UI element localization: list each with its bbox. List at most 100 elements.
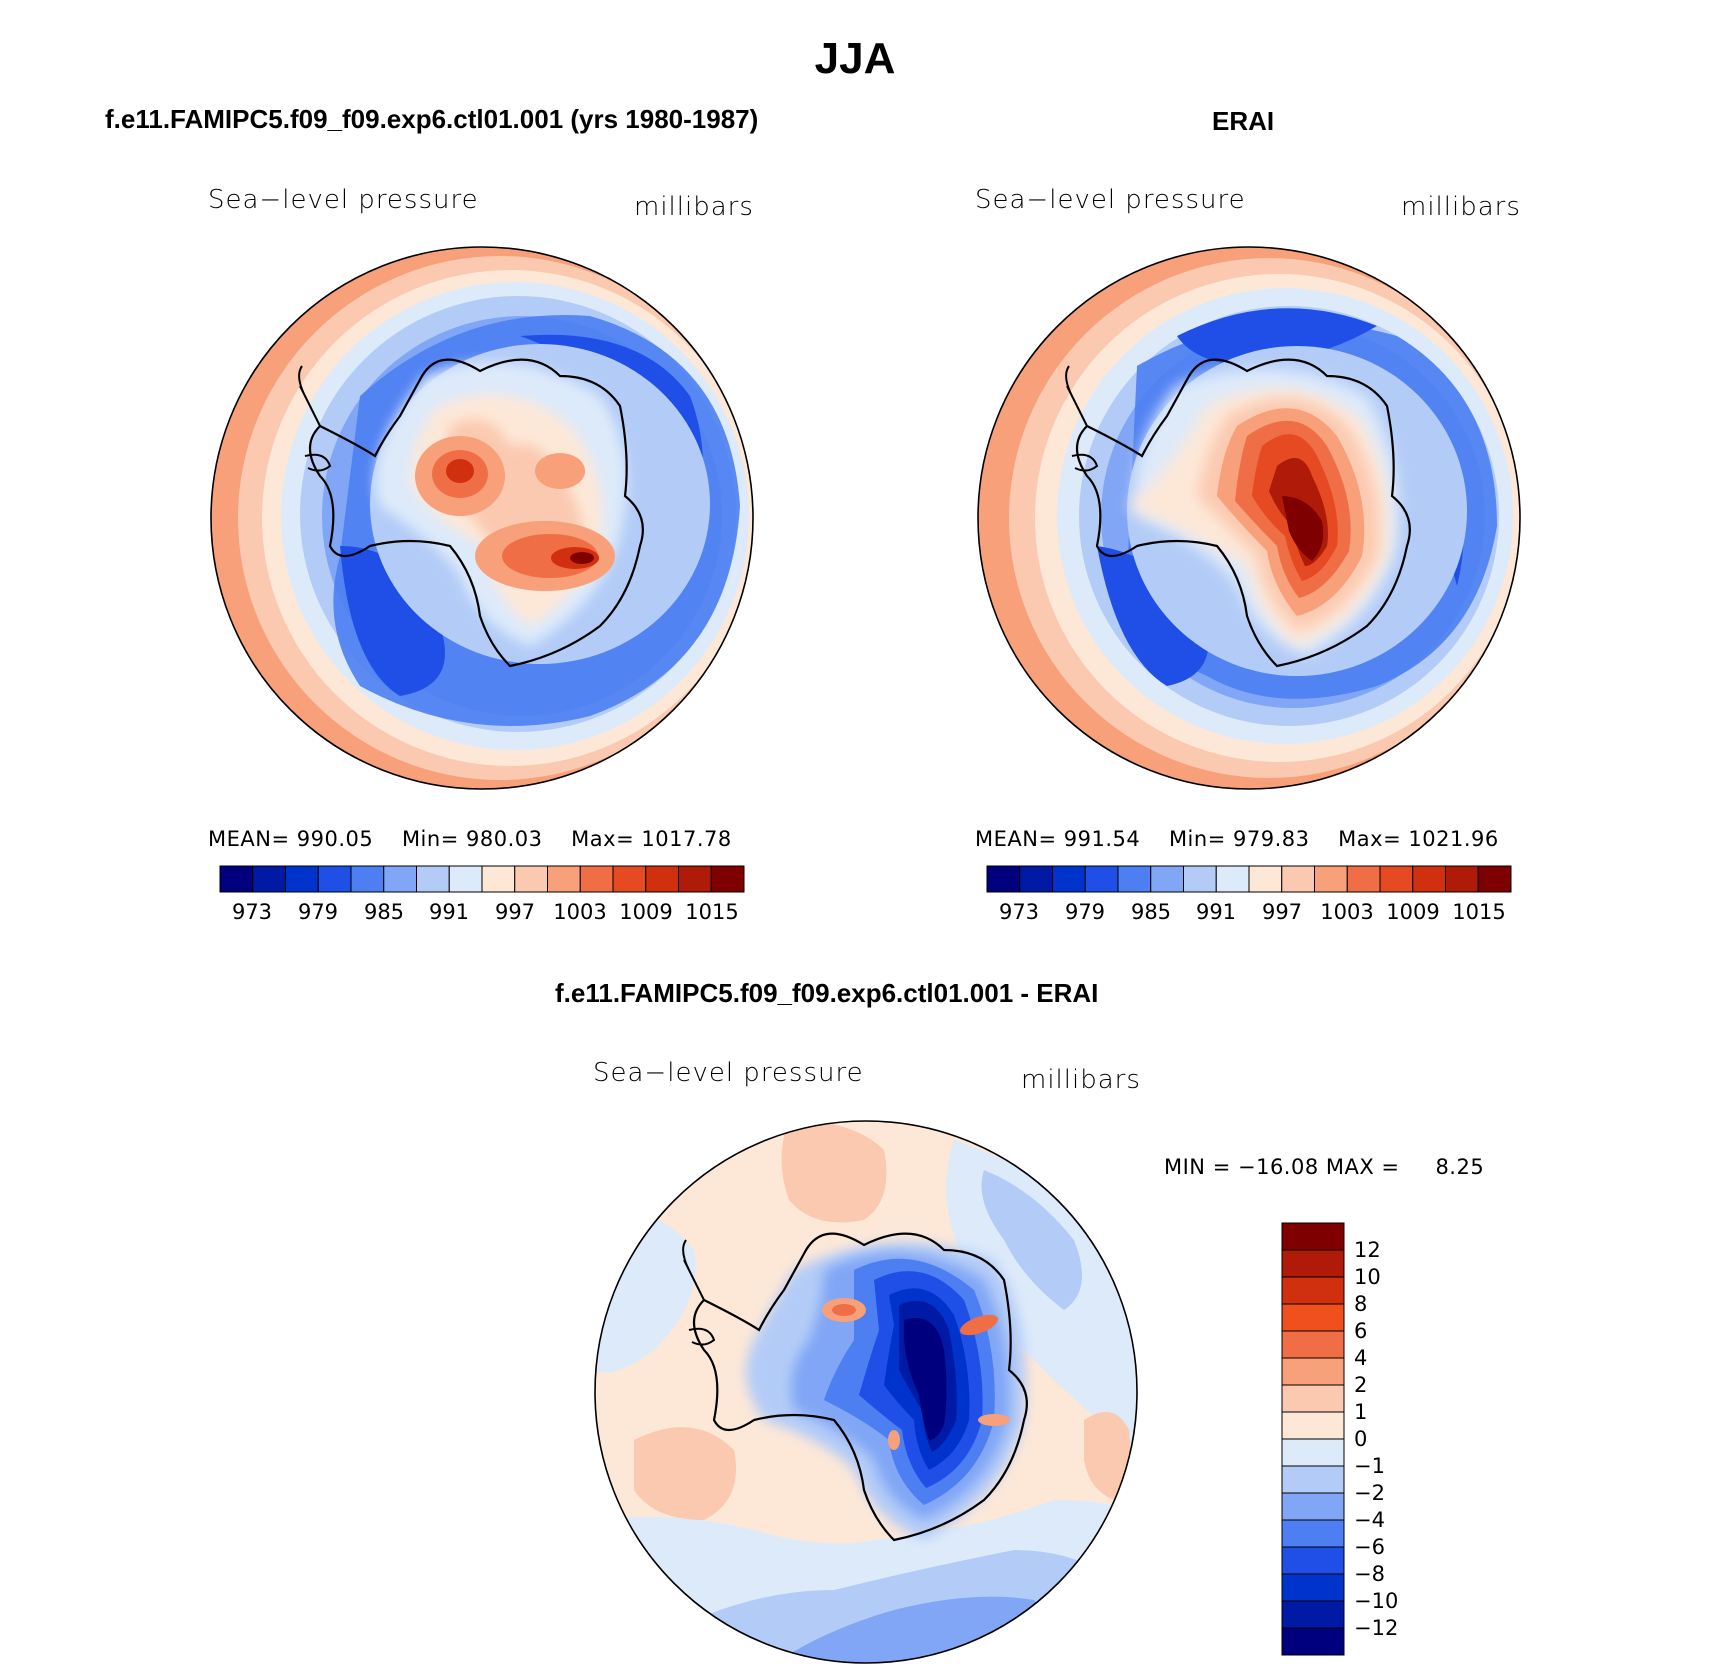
colorbar-swatch	[1248, 865, 1283, 893]
diff-max-label: MAX =	[1325, 1155, 1400, 1179]
model-colorbar	[219, 865, 745, 893]
model-max-value: 1017.78	[641, 827, 732, 851]
diff-min-label: MIN =	[1164, 1155, 1231, 1179]
diff-tick-label: −4	[1354, 1508, 1385, 1532]
diff-colorbar-ticks: 12 10 8 6 4 2 1 0 −1 −2 −4 −6 −8 −10 −12	[1354, 1223, 1434, 1655]
obs-mean-label: MEAN=	[975, 827, 1057, 851]
colorbar-swatch	[383, 865, 417, 893]
colorbar-swatch	[1314, 865, 1348, 893]
colorbar-swatch	[1281, 865, 1315, 893]
obs-max-label: Max=	[1338, 827, 1402, 851]
colorbar-swatch	[1281, 1357, 1345, 1386]
model-polar-map	[210, 246, 754, 790]
colorbar-swatch	[678, 865, 712, 893]
diff-tick-label: 12	[1354, 1238, 1381, 1262]
obs-polar-map	[977, 246, 1521, 790]
obs-stats: MEAN= 991.54 Min= 979.83 Max= 1021.96	[975, 827, 1499, 851]
diff-tick-label: −8	[1354, 1562, 1385, 1586]
diff-tick-label: 0	[1354, 1427, 1368, 1451]
diff-tick-label: 4	[1354, 1346, 1368, 1370]
colorbar-swatch	[1052, 865, 1086, 893]
diff-variable-label: Sea−level pressure	[593, 1058, 864, 1088]
obs-tick-label: 997	[1261, 900, 1303, 924]
colorbar-swatch	[1215, 865, 1250, 893]
model-tick-label: 973	[231, 900, 273, 924]
model-tick-label: 1003	[553, 900, 607, 924]
colorbar-swatch	[1477, 865, 1512, 893]
colorbar-swatch	[1379, 865, 1414, 893]
model-panel-title: f.e11.FAMIPC5.f09_f09.exp6.ctl01.001 (yr…	[105, 104, 759, 134]
diff-units-label: millibars	[1021, 1065, 1141, 1095]
colorbar-swatch	[579, 865, 614, 893]
diff-tick-label: 10	[1354, 1265, 1381, 1289]
diff-stats: MIN = −16.08 MAX = 8.25	[1164, 1155, 1484, 1179]
model-variable-label: Sea−level pressure	[208, 185, 479, 215]
colorbar-swatch	[1281, 1519, 1345, 1548]
diff-polar-map	[594, 1120, 1138, 1664]
colorbar-swatch	[285, 865, 319, 893]
diff-panel-title: f.e11.FAMIPC5.f09_f09.exp6.ctl01.001 - E…	[555, 978, 1099, 1008]
colorbar-swatch	[1183, 865, 1217, 893]
colorbar-swatch	[1281, 1573, 1345, 1602]
diff-tick-label: −2	[1354, 1481, 1385, 1505]
obs-tick-label: 1003	[1320, 900, 1374, 924]
obs-min-value: 979.83	[1232, 827, 1310, 851]
obs-tick-label: 979	[1064, 900, 1106, 924]
model-tick-label: 985	[363, 900, 405, 924]
model-tick-label: 1009	[619, 900, 673, 924]
colorbar-swatch	[1281, 1249, 1345, 1278]
colorbar-swatch	[1281, 1600, 1345, 1629]
diff-min-value: −16.08	[1237, 1155, 1319, 1179]
colorbar-swatch	[1281, 1303, 1345, 1332]
colorbar-swatch	[350, 865, 385, 893]
obs-mean-value: 991.54	[1063, 827, 1141, 851]
colorbar-swatch	[612, 865, 647, 893]
colorbar-swatch	[1084, 865, 1119, 893]
colorbar-swatch	[1281, 1465, 1345, 1494]
obs-tick-label: 991	[1195, 900, 1237, 924]
obs-colorbar	[986, 865, 1512, 893]
diff-tick-label: 2	[1354, 1373, 1368, 1397]
colorbar-swatch	[1281, 1438, 1345, 1467]
figure-title: JJA	[814, 34, 896, 83]
colorbar-swatch	[1281, 1492, 1345, 1521]
model-tick-label: 997	[494, 900, 536, 924]
colorbar-swatch	[1281, 1546, 1345, 1575]
obs-panel-title: ERAI	[1212, 106, 1275, 136]
colorbar-swatch	[710, 865, 745, 893]
model-mean-value: 990.05	[296, 827, 374, 851]
model-max-label: Max=	[571, 827, 635, 851]
obs-colorbar-ticks: 973 979 985 991 997 1003 1009 1015	[987, 900, 1511, 930]
colorbar-swatch	[219, 865, 254, 893]
obs-units-label: millibars	[1401, 192, 1521, 222]
colorbar-swatch	[1281, 1411, 1345, 1440]
colorbar-swatch	[514, 865, 548, 893]
diff-tick-label: 6	[1354, 1319, 1368, 1343]
diff-tick-label: −10	[1354, 1589, 1399, 1613]
colorbar-swatch	[1281, 1330, 1345, 1359]
diff-tick-label: −1	[1354, 1454, 1385, 1478]
colorbar-swatch	[645, 865, 679, 893]
model-colorbar-ticks: 973 979 985 991 997 1003 1009 1015	[220, 900, 744, 930]
colorbar-swatch	[416, 865, 450, 893]
obs-tick-label: 973	[998, 900, 1040, 924]
model-units-label: millibars	[634, 192, 754, 222]
colorbar-swatch	[1019, 865, 1053, 893]
colorbar-swatch	[1281, 1627, 1345, 1656]
model-stats: MEAN= 990.05 Min= 980.03 Max= 1017.78	[208, 827, 732, 851]
diff-tick-label: −6	[1354, 1535, 1385, 1559]
diff-colorbar	[1281, 1222, 1345, 1656]
colorbar-swatch	[1150, 865, 1184, 893]
obs-variable-label: Sea−level pressure	[975, 185, 1246, 215]
obs-tick-label: 985	[1130, 900, 1172, 924]
model-min-value: 980.03	[465, 827, 543, 851]
diff-tick-label: 8	[1354, 1292, 1368, 1316]
colorbar-swatch	[1412, 865, 1446, 893]
colorbar-swatch	[547, 865, 581, 893]
obs-max-value: 1021.96	[1408, 827, 1499, 851]
colorbar-swatch	[1117, 865, 1152, 893]
colorbar-swatch	[1281, 1384, 1345, 1413]
colorbar-swatch	[1346, 865, 1381, 893]
diff-tick-label: 1	[1354, 1400, 1368, 1424]
model-mean-label: MEAN=	[208, 827, 290, 851]
